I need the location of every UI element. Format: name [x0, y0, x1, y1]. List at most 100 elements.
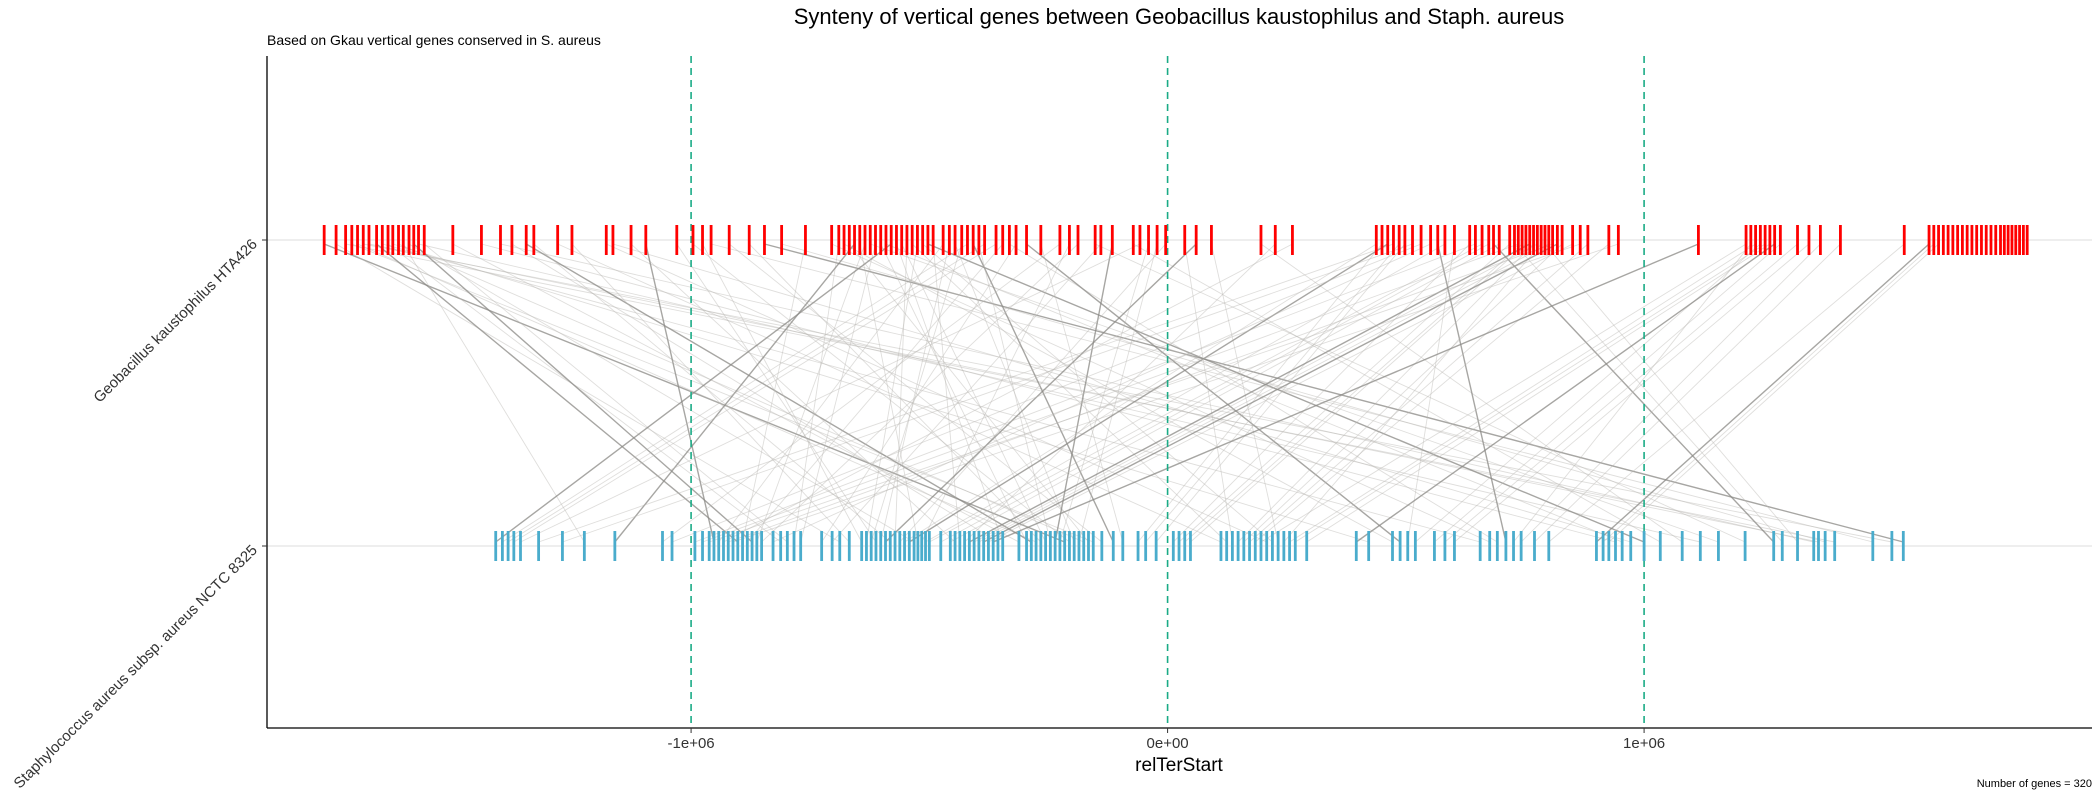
gene-mark-geobacillus: [1025, 225, 1028, 255]
gene-mark-geobacillus: [1543, 225, 1547, 255]
gene-mark-staph: [869, 531, 873, 561]
gene-mark-geobacillus: [1796, 225, 1799, 255]
gene-mark-geobacillus: [953, 225, 957, 255]
synteny-link: [1059, 243, 1149, 543]
synteny-link: [896, 243, 1004, 543]
gene-mark-geobacillus: [1975, 225, 1979, 255]
gene-mark-geobacillus: [322, 225, 326, 255]
gene-mark-geobacillus: [1960, 225, 1964, 255]
synteny-link: [899, 243, 1167, 543]
gene-mark-geobacillus: [983, 225, 987, 255]
gene-mark-geobacillus: [1560, 225, 1564, 255]
gene-mark-geobacillus: [879, 225, 883, 255]
gene-mark-staph: [1413, 531, 1417, 561]
gene-mark-geobacillus: [1110, 225, 1114, 255]
gene-mark-geobacillus: [780, 225, 784, 255]
gene-mark-staph: [1276, 531, 1280, 561]
gene-mark-geobacillus: [2021, 225, 2025, 255]
gene-mark-staph: [1039, 531, 1043, 561]
gene-mark-geobacillus: [1951, 225, 1955, 255]
gene-mark-staph: [1029, 531, 1033, 561]
synteny-link: [1355, 243, 1776, 543]
synteny-link: [614, 243, 856, 543]
gene-mark-staph: [717, 531, 721, 561]
gene-mark-geobacillus: [1970, 225, 1974, 255]
gene-mark-geobacillus: [1778, 225, 1782, 255]
gene-mark-geobacillus: [1138, 225, 1142, 255]
gene-mark-geobacillus: [1492, 225, 1495, 255]
gene-mark-staph: [1478, 531, 1482, 561]
gene-mark-staph: [1453, 531, 1456, 561]
synteny-link: [1295, 243, 1766, 543]
gene-mark-staph: [726, 531, 730, 561]
synteny-link: [911, 243, 1227, 543]
synteny-link: [972, 243, 1114, 543]
gene-mark-geobacillus: [1468, 225, 1472, 255]
gene-mark-staph: [1288, 531, 1291, 561]
gene-mark-geobacillus: [1386, 225, 1390, 255]
synteny-link: [831, 243, 1490, 543]
gene-mark-geobacillus: [874, 225, 877, 255]
synteny-link: [692, 243, 1070, 543]
gene-mark-geobacillus: [858, 225, 862, 255]
synteny-link: [392, 243, 1369, 543]
synteny-link: [671, 243, 1422, 543]
gene-mark-staph: [1547, 531, 1551, 561]
gene-mark-geobacillus: [1763, 225, 1767, 255]
gene-mark-staph: [1087, 531, 1090, 561]
gene-mark-geobacillus: [386, 225, 390, 255]
synteny-link: [1155, 243, 1406, 543]
gene-mark-geobacillus: [2006, 225, 2010, 255]
gene-mark-staph: [1144, 531, 1148, 561]
gene-mark-staph: [1601, 531, 1605, 561]
x-tick-label: 1e+06: [1623, 735, 1665, 752]
gene-mark-staph: [582, 531, 586, 561]
gene-mark-geobacillus: [994, 225, 998, 255]
gene-mark-geobacillus: [344, 225, 348, 255]
synteny-link: [1514, 243, 1783, 543]
synteny-link: [728, 243, 1103, 543]
synteny-link: [978, 243, 1549, 543]
gene-mark-geobacillus: [1927, 225, 1931, 255]
gene-mark-staph: [661, 531, 664, 561]
gene-mark-staph: [888, 531, 892, 561]
gene-mark-staph: [963, 531, 966, 561]
gene-mark-geobacillus: [900, 225, 904, 255]
synteny-link: [1254, 243, 1610, 543]
gene-mark-staph: [996, 531, 1000, 561]
gene-mark-staph: [820, 531, 824, 561]
gene-mark-geobacillus: [1058, 225, 1062, 255]
gene-mark-geobacillus: [510, 225, 514, 255]
synteny-link: [859, 243, 919, 543]
x-axis-title: relTerStart: [1135, 755, 1223, 776]
gene-mark-geobacillus: [1999, 225, 2002, 255]
synteny-link: [676, 243, 877, 543]
gene-mark-staph: [1053, 531, 1057, 561]
synteny-link: [335, 243, 840, 543]
synteny-link: [983, 243, 1558, 543]
gene-mark-geobacillus: [1818, 225, 1822, 255]
synteny-link: [1407, 243, 1455, 543]
gene-mark-staph: [1658, 531, 1662, 561]
gene-mark-geobacillus: [1014, 225, 1018, 255]
gene-mark-staph: [1614, 531, 1617, 561]
gene-mark-geobacillus: [1773, 225, 1777, 255]
synteny-link: [398, 243, 1084, 543]
gene-mark-staph: [1044, 531, 1048, 561]
gene-mark-staph: [1823, 531, 1827, 561]
synteny-link: [630, 243, 956, 543]
synteny-link: [525, 243, 1032, 543]
gene-mark-staph: [1225, 531, 1229, 561]
synteny-links: [323, 243, 1939, 543]
gene-mark-geobacillus: [1076, 225, 1080, 255]
gene-mark-geobacillus: [570, 225, 574, 255]
gene-mark-staph: [792, 531, 796, 561]
synteny-link: [500, 243, 1814, 543]
synteny-link: [927, 243, 1645, 543]
gene-mark-staph: [1780, 531, 1784, 561]
synteny-link: [1184, 243, 1523, 543]
gene-mark-geobacillus: [1956, 225, 1960, 255]
synteny-link: [376, 243, 739, 543]
gene-mark-staph: [1305, 531, 1309, 561]
gene-mark-staph: [874, 531, 878, 561]
